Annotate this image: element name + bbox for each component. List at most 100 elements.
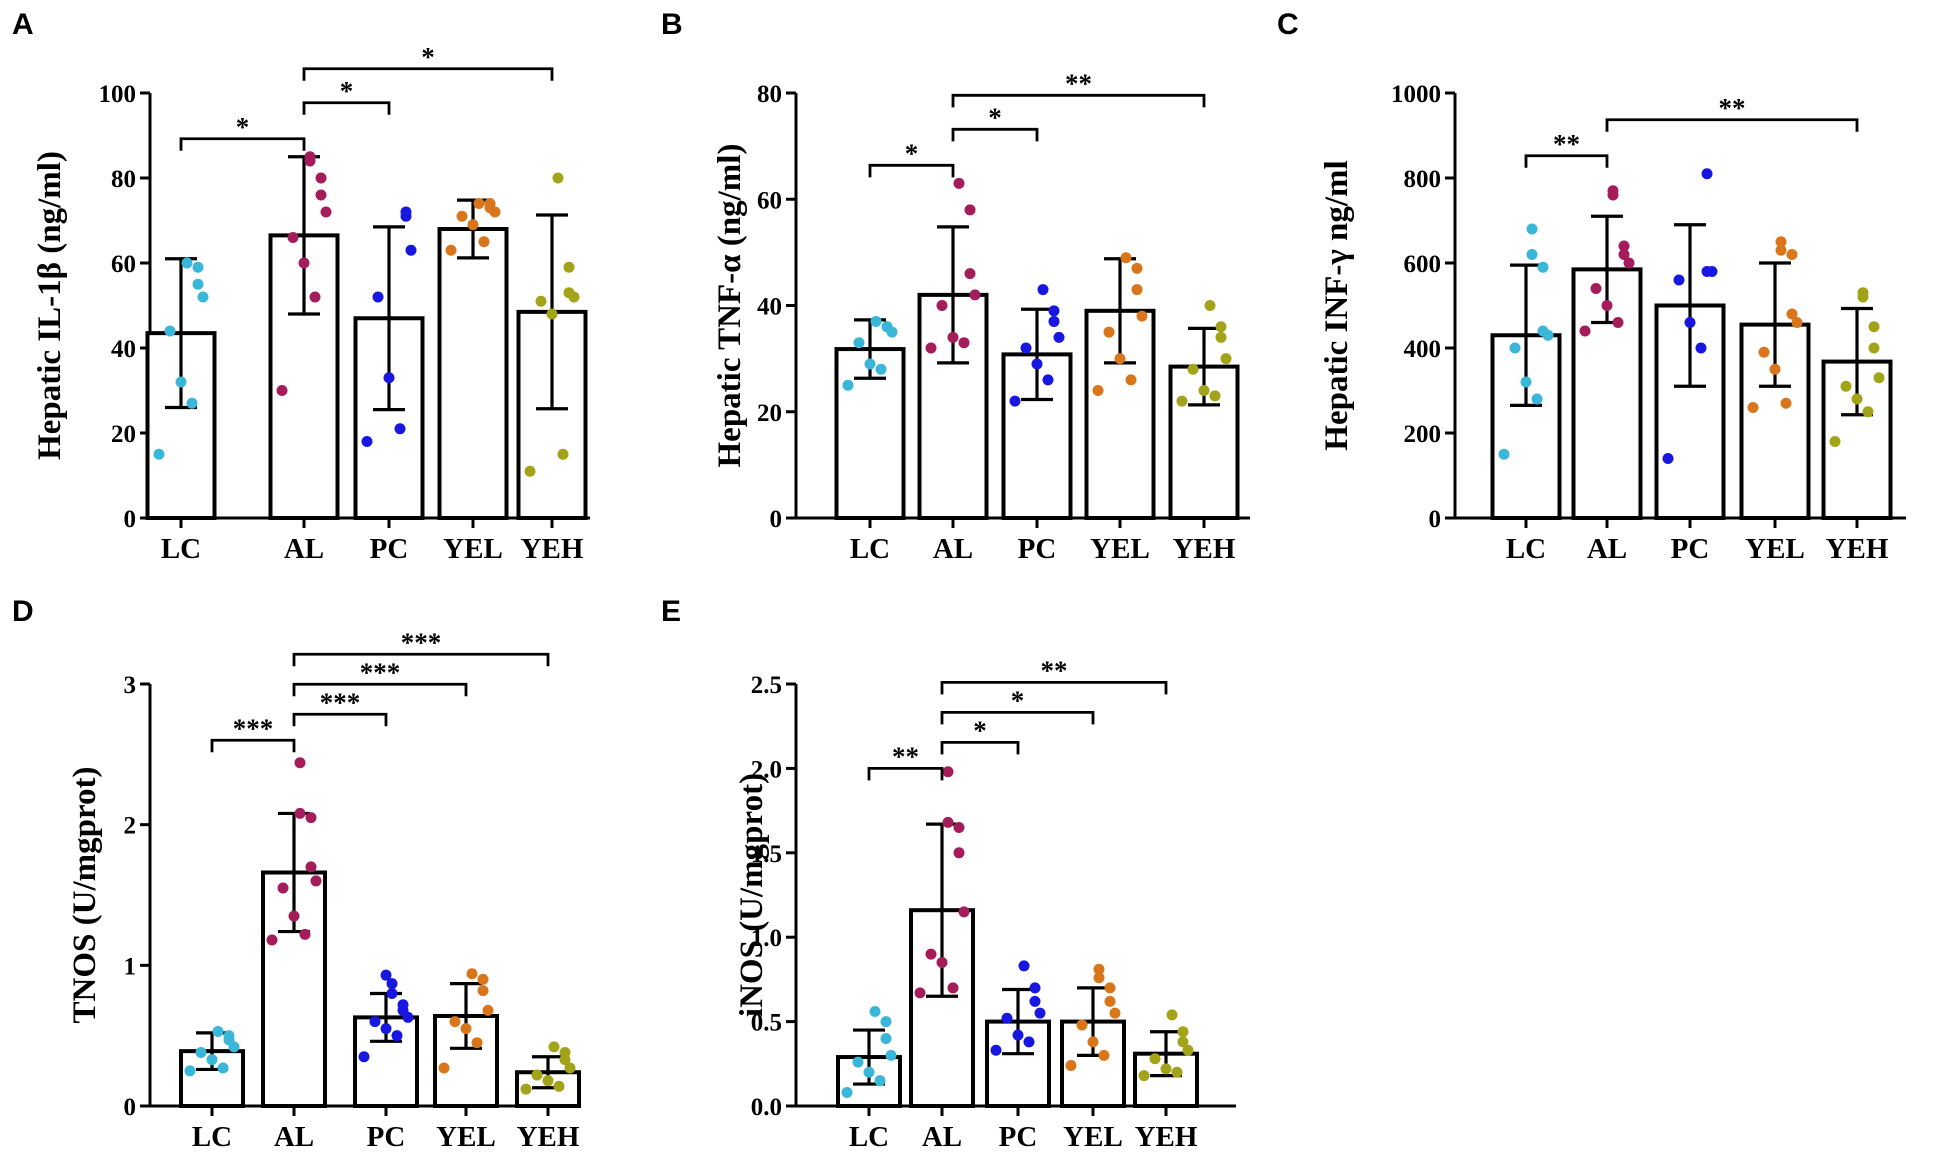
data-point-yel bbox=[1786, 308, 1798, 320]
category-label-al: AL bbox=[933, 533, 973, 565]
panel-letter: D bbox=[12, 595, 34, 628]
data-point-yeh bbox=[1862, 406, 1874, 418]
data-point-pc bbox=[1012, 1029, 1024, 1041]
data-point-yel bbox=[1780, 397, 1792, 409]
category-label-lc: LC bbox=[192, 1121, 232, 1153]
data-point-yel bbox=[1131, 262, 1143, 274]
data-point-lc bbox=[842, 379, 854, 391]
data-point-yeh bbox=[559, 1047, 571, 1059]
significance-label: * bbox=[973, 715, 987, 745]
data-point-al bbox=[958, 906, 970, 918]
data-point-yeh bbox=[1215, 331, 1227, 343]
data-point-yeh bbox=[1160, 1063, 1172, 1075]
category-label-al: AL bbox=[922, 1121, 962, 1153]
category-label-al: AL bbox=[274, 1121, 314, 1153]
data-point-lc bbox=[1526, 223, 1538, 235]
y-tick-label: 80 bbox=[757, 81, 782, 108]
data-point-pc bbox=[1001, 1012, 1013, 1024]
significance-bracket bbox=[292, 652, 550, 667]
y-tick-label: 800 bbox=[1404, 166, 1442, 193]
data-point-yel bbox=[1114, 353, 1126, 365]
data-point-yel bbox=[1775, 244, 1787, 256]
data-point-yel bbox=[1103, 326, 1115, 338]
data-point-pc bbox=[400, 206, 412, 218]
y-tick-label: 60 bbox=[757, 187, 782, 214]
data-point-yel bbox=[471, 1037, 483, 1049]
data-point-lc bbox=[192, 278, 204, 290]
panel-letter: B bbox=[661, 8, 683, 41]
data-point-yeh bbox=[1829, 436, 1841, 447]
data-point-pc bbox=[386, 987, 398, 999]
data-point-al bbox=[947, 331, 959, 343]
data-point-yel bbox=[482, 1004, 494, 1016]
data-point-al bbox=[953, 177, 965, 189]
data-point-al bbox=[320, 206, 332, 218]
data-point-yel bbox=[438, 1062, 450, 1074]
data-point-yeh bbox=[1182, 1044, 1194, 1056]
data-point-yeh bbox=[552, 172, 564, 184]
data-point-al bbox=[1618, 249, 1630, 260]
data-point-al bbox=[1601, 300, 1613, 311]
data-point-pc bbox=[1701, 266, 1713, 277]
y-tick-label: 2.5 bbox=[751, 672, 782, 699]
y-tick-label: 0.5 bbox=[751, 1010, 782, 1037]
data-point-yel bbox=[460, 1023, 472, 1035]
data-point-al bbox=[294, 807, 306, 819]
data-point-yel bbox=[1775, 236, 1787, 248]
y-tick-label: 80 bbox=[111, 166, 136, 193]
category-label-pc: PC bbox=[1018, 533, 1057, 565]
data-point-yeh bbox=[557, 448, 569, 460]
data-point-al bbox=[942, 766, 954, 778]
data-point-lc bbox=[212, 1025, 224, 1037]
data-point-al bbox=[276, 385, 288, 396]
data-point-al bbox=[266, 934, 278, 946]
data-point-al bbox=[1590, 283, 1602, 294]
y-axis-label: Hepatic IL-1β (ng/ml) bbox=[32, 151, 68, 460]
data-point-pc bbox=[380, 1023, 392, 1035]
data-point-yel bbox=[1092, 385, 1104, 396]
y-tick-label: 100 bbox=[99, 81, 137, 108]
panel-letter: C bbox=[1277, 8, 1299, 41]
data-point-lc bbox=[1498, 448, 1510, 460]
data-point-lc bbox=[853, 337, 865, 349]
y-axis-label: Hepatic INF-γ ng/ml bbox=[1319, 160, 1355, 450]
data-point-al bbox=[298, 257, 310, 269]
data-point-yeh bbox=[1166, 1009, 1178, 1021]
data-point-lc bbox=[880, 1032, 892, 1044]
data-point-pc bbox=[394, 423, 406, 435]
data-point-lc bbox=[881, 321, 893, 333]
significance-label: ** bbox=[1065, 68, 1092, 98]
data-point-al bbox=[294, 757, 306, 769]
data-point-lc bbox=[852, 1056, 864, 1068]
data-point-pc bbox=[1048, 315, 1060, 327]
y-tick-label: 0 bbox=[1429, 506, 1442, 533]
significance-bracket bbox=[292, 682, 468, 697]
bar-lc bbox=[834, 347, 906, 520]
data-point-pc bbox=[1048, 305, 1060, 317]
data-point-yel bbox=[1104, 995, 1116, 1007]
data-point-al bbox=[942, 816, 954, 828]
data-point-yeh bbox=[1198, 385, 1210, 396]
data-point-lc bbox=[184, 1065, 196, 1077]
significance-bracket bbox=[867, 767, 944, 781]
significance-label: * bbox=[1011, 685, 1025, 715]
data-point-pc bbox=[397, 999, 409, 1011]
data-point-yel bbox=[456, 210, 468, 222]
y-tick-label: 20 bbox=[111, 421, 136, 448]
data-point-lc bbox=[864, 358, 876, 370]
data-point-al bbox=[953, 821, 965, 833]
significance-bracket bbox=[868, 163, 955, 178]
data-point-yel bbox=[477, 985, 489, 997]
significance-label: ** bbox=[1719, 93, 1746, 123]
category-label-lc: LC bbox=[1506, 533, 1546, 565]
data-point-pc bbox=[1673, 274, 1685, 286]
data-point-al bbox=[1612, 317, 1624, 328]
data-point-lc bbox=[1520, 376, 1532, 388]
data-point-al bbox=[936, 957, 948, 969]
y-tick-label: 1000 bbox=[1391, 81, 1441, 108]
data-point-yel bbox=[478, 236, 490, 248]
data-point-pc bbox=[1023, 1036, 1035, 1048]
data-point-lc bbox=[885, 1049, 897, 1061]
data-point-lc bbox=[175, 376, 187, 388]
significance-bracket bbox=[302, 67, 554, 81]
